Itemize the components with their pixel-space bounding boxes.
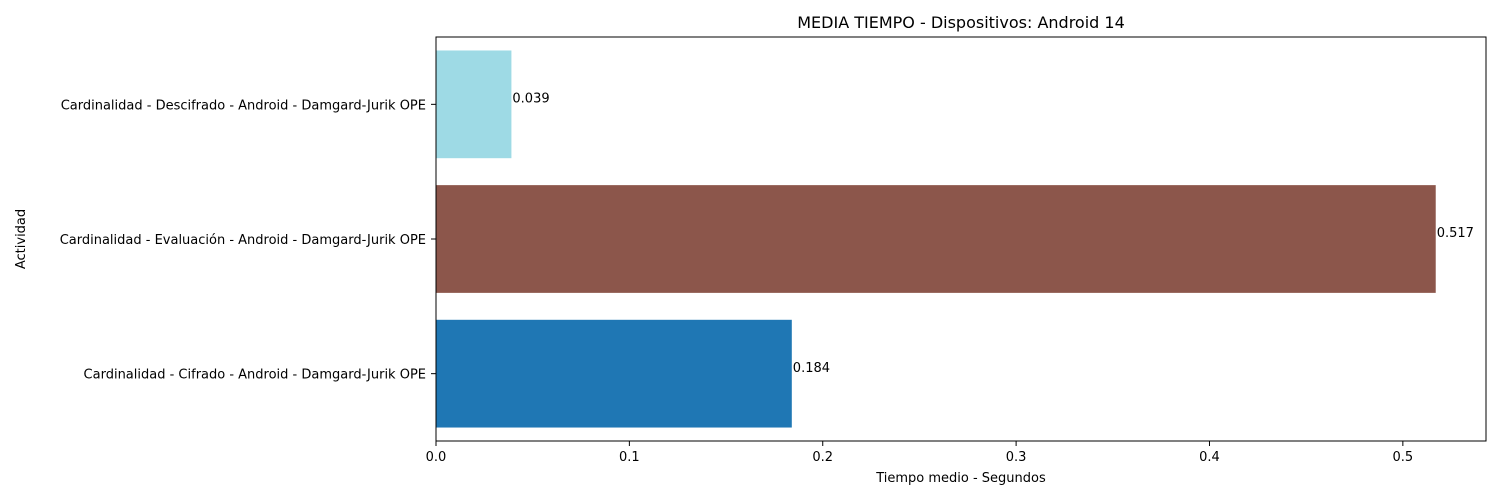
x-tick-label: 0.0 <box>426 450 447 465</box>
bar <box>436 185 1436 293</box>
x-tick-label: 0.3 <box>1006 450 1027 465</box>
y-tick-label: Cardinalidad - Cifrado - Android - Damga… <box>84 368 426 383</box>
bar <box>436 50 512 159</box>
chart-title: MEDIA TIEMPO - Dispositivos: Android 14 <box>797 13 1125 32</box>
y-axis-label: Actividad <box>14 209 29 269</box>
bar-value-label: 0.184 <box>793 361 830 376</box>
y-tick-label: Cardinalidad - Descifrado - Android - Da… <box>61 98 426 113</box>
bar-value-label: 0.039 <box>512 91 549 106</box>
plot-area: 0.184 0.517 0.039 0.0 0.1 0.2 0.3 0.4 0.5 Cardina… <box>60 36 1487 465</box>
x-axis-label: Tiempo medio - Segundos <box>875 471 1046 486</box>
x-tick-label: 0.5 <box>1393 450 1414 465</box>
x-tick-label: 0.4 <box>1199 450 1220 465</box>
y-tick-label: Cardinalidad - Evaluación - Android - Da… <box>60 233 426 248</box>
bar <box>436 319 792 428</box>
bar-value-label: 0.517 <box>1437 226 1474 241</box>
x-tick-label: 0.1 <box>619 450 640 465</box>
x-tick-label: 0.2 <box>812 450 833 465</box>
